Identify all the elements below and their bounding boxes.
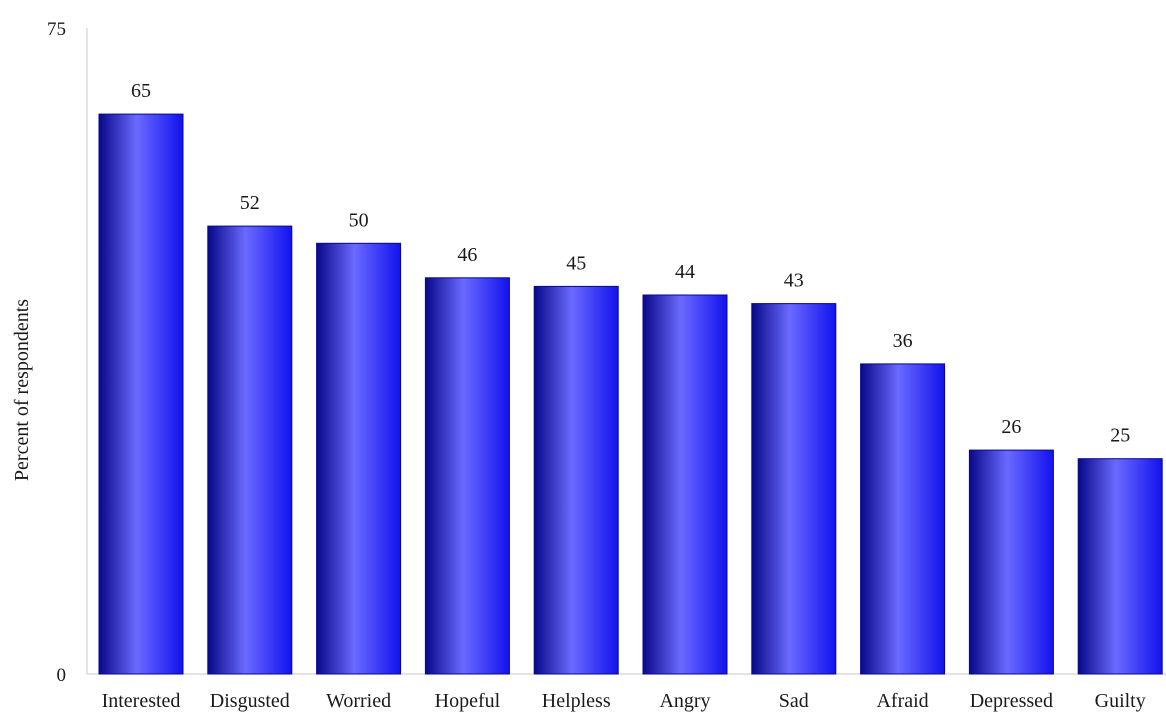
y-tick-label-min: 0: [57, 665, 67, 686]
bar-depressed: [968, 449, 1054, 675]
y-tick-labels: 75 0: [47, 19, 66, 686]
category-label-helpless: Helpless: [542, 690, 611, 712]
category-labels: Interested Disgusted Worried Hopeful Helples…: [102, 690, 1146, 712]
value-label-interested: 65: [131, 80, 151, 102]
value-label-hopeful: 46: [457, 244, 477, 266]
value-labels: 65 52 50 46 45 44 43 36 26 25: [131, 80, 1130, 447]
bar-disgusted: [207, 225, 293, 675]
bar-hopeful: [424, 277, 510, 675]
bar-interested: [98, 113, 184, 675]
bars: [98, 113, 1163, 675]
bar-angry: [642, 294, 728, 675]
category-label-worried: Worried: [326, 690, 391, 712]
category-label-disgusted: Disgusted: [210, 690, 290, 712]
category-label-hopeful: Hopeful: [435, 690, 501, 712]
y-axis-title: Percent of respondents: [11, 299, 33, 481]
category-label-interested: Interested: [102, 690, 181, 712]
category-label-sad: Sad: [779, 690, 809, 712]
bar-helpless: [533, 285, 619, 675]
y-tick-label-max: 75: [47, 19, 66, 40]
value-label-angry: 44: [675, 261, 695, 283]
value-label-worried: 50: [349, 209, 369, 231]
category-label-afraid: Afraid: [876, 690, 928, 712]
bar-sad: [751, 303, 837, 675]
value-label-afraid: 36: [893, 330, 913, 352]
bar-afraid: [860, 363, 946, 675]
value-label-helpless: 45: [566, 252, 586, 274]
bar-guilty: [1077, 458, 1163, 675]
category-label-guilty: Guilty: [1095, 690, 1146, 712]
category-label-angry: Angry: [659, 690, 710, 712]
value-label-depressed: 26: [1001, 416, 1021, 438]
value-label-guilty: 25: [1110, 425, 1130, 447]
category-label-depressed: Depressed: [970, 690, 1053, 712]
bar-worried: [316, 242, 402, 675]
value-label-sad: 43: [784, 270, 804, 292]
value-label-disgusted: 52: [240, 192, 260, 214]
